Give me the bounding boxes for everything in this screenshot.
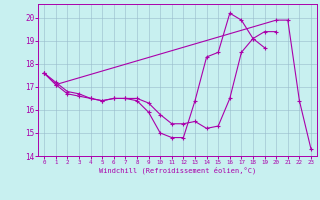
X-axis label: Windchill (Refroidissement éolien,°C): Windchill (Refroidissement éolien,°C) [99,167,256,174]
